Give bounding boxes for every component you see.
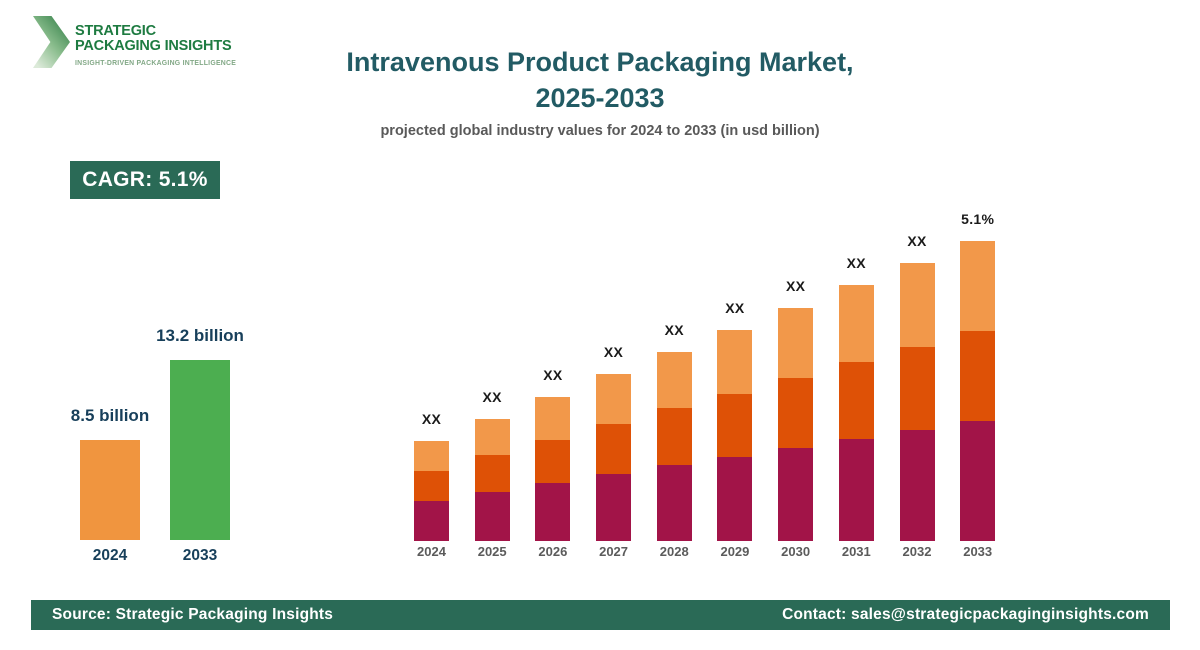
bar-2030-top-segment [778,308,814,378]
bar-2024-top-segment [414,441,449,471]
summary-bar-group-2024: 8.5 billion 2024 [71,406,149,565]
summary-value-label: 8.5 billion [70,406,150,425]
bar-2033-top-segment [960,241,996,331]
summary-bar-2033 [170,360,230,540]
bar-2025-middle-segment [474,455,510,492]
bar-2027-top-segment [596,374,632,424]
bar-2025-top-segment [474,419,510,455]
bar-group-2026: XX 2026 [535,367,571,559]
brand-logo: STRATEGIC PACKAGING INSIGHTS INSIGHT-DRI… [33,13,236,68]
bar-year-label: 2024 [417,544,446,559]
bar-year-label: 2031 [841,544,871,559]
bar-2027-bottom-segment [596,474,632,541]
bar-2029-top-segment [717,330,753,394]
summary-comparison-chart: 8.5 billion 2024 13.2 billion 2033 [71,326,244,565]
bar-2032-bottom-segment [899,430,935,541]
bar-value-label: XX [603,344,624,360]
bar-2032-middle-segment [899,347,935,430]
bar-2028-top-segment [656,352,692,408]
bar-year-label: 2032 [902,544,932,559]
bar-2024-bottom-segment [414,501,449,541]
bar-2033-bottom-segment [960,421,996,541]
brand-name-line2: PACKAGING INSIGHTS [75,38,232,54]
bar-year-label: 2028 [659,544,689,559]
bar-year-label: 2026 [538,544,568,559]
bar-2028-bottom-segment [656,465,692,541]
bar-group-2027: XX 2027 [596,344,632,559]
title-block: Intravenous Product Packaging Market, 20… [0,44,1200,139]
bar-2028-middle-segment [656,408,692,465]
bar-2024-middle-segment [414,471,449,501]
bar-2027-middle-segment [596,424,632,474]
bar-value-label: XX [785,278,806,294]
bar-value-label: XX [421,411,442,427]
bar-2026-bottom-segment [535,483,571,541]
chart-subtitle: projected global industry values for 202… [380,123,820,139]
bar-group-2028: XX 2028 [656,322,692,559]
bar-2025-bottom-segment [474,492,510,541]
brand-text-block: STRATEGIC PACKAGING INSIGHTS INSIGHT-DRI… [75,13,237,68]
bar-2030-middle-segment [778,378,814,448]
bar-2029-bottom-segment [717,457,753,541]
bar-2032-top-segment [899,263,935,347]
bar-group-2031: XX 2031 [838,255,874,559]
source-text: Source: Strategic Packaging Insights [52,606,334,623]
bar-group-2032: XX 2032 [899,233,935,559]
brand-tagline: INSIGHT-DRIVEN PACKAGING INTELLIGENCE [75,60,237,67]
bar-year-label: 2027 [599,544,629,559]
bar-2033-middle-segment [960,331,996,421]
bar-value-label: XX [725,300,745,316]
bar-2030-bottom-segment [778,448,814,541]
summary-year-label: 2024 [92,547,128,564]
summary-value-label: 13.2 billion [156,326,244,345]
bar-group-2030: XX 2030 [778,278,814,559]
summary-bar-2024 [80,440,140,540]
stacked-bar-chart: XX 2024 XX 2025 XX 2026 XX 2027 XX 2028 XX 2029 XX 20… [414,211,996,559]
bar-value-label: XX [846,255,866,271]
bar-group-2025: XX 2025 [474,389,510,559]
bar-value-label: XX [907,233,927,249]
bar-year-label: 2025 [477,544,507,559]
bar-2026-middle-segment [535,440,571,483]
bar-2029-middle-segment [717,394,753,457]
bar-value-label: 5.1% [961,211,995,227]
brand-name-line1: STRATEGIC [75,23,156,39]
bar-2031-top-segment [838,285,874,362]
bar-group-2024: XX 2024 [414,411,449,559]
bar-value-label: XX [482,389,502,405]
chart-title-line1: Intravenous Product Packaging Market, [346,47,854,77]
summary-bar-group-2033: 13.2 billion 2033 [156,326,244,565]
bar-value-label: XX [664,322,684,338]
bar-2031-bottom-segment [838,439,874,541]
bar-year-label: 2033 [963,544,993,559]
bar-year-label: 2029 [720,544,750,559]
bar-2026-top-segment [535,397,571,440]
cagr-badge: CAGR: 5.1% [70,161,220,199]
footer-bar: Source: Strategic Packaging Insights Con… [31,600,1170,630]
contact-text: Contact: sales@strategicpackaginginsight… [782,606,1149,623]
bar-2031-middle-segment [838,362,874,439]
bar-year-label: 2030 [781,544,811,559]
chart-title-line2: 2025-2033 [535,83,665,113]
bar-value-label: XX [543,367,563,383]
bar-group-2033: 5.1% 2033 [960,211,996,559]
bar-group-2029: XX 2029 [717,300,753,559]
summary-year-label: 2033 [182,547,218,564]
